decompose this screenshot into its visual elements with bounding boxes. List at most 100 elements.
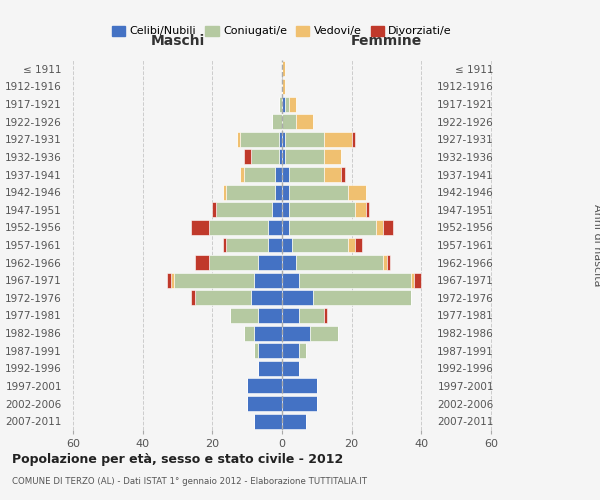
Bar — [282, 273, 299, 287]
Bar — [415, 273, 421, 287]
Bar — [289, 220, 376, 235]
Bar — [272, 114, 282, 129]
Bar — [282, 378, 317, 394]
Bar — [282, 167, 289, 182]
Bar — [282, 238, 292, 252]
Text: Popolazione per età, sesso e stato civile - 2012: Popolazione per età, sesso e stato civil… — [12, 452, 343, 466]
Bar — [282, 96, 286, 112]
Bar — [223, 238, 226, 252]
Bar — [254, 414, 282, 428]
Bar — [299, 273, 411, 287]
Text: Anni di nascita: Anni di nascita — [592, 204, 600, 286]
Bar — [355, 202, 365, 218]
Bar — [257, 255, 282, 270]
Bar — [191, 220, 209, 235]
Bar — [310, 326, 338, 340]
Bar — [296, 255, 383, 270]
Bar — [216, 202, 272, 218]
Bar — [324, 308, 327, 323]
Bar — [251, 290, 282, 306]
Bar — [278, 150, 282, 164]
Bar — [282, 202, 289, 218]
Bar — [226, 184, 275, 200]
Bar — [237, 132, 240, 147]
Bar — [386, 255, 390, 270]
Bar — [348, 238, 355, 252]
Bar — [282, 326, 310, 340]
Bar — [341, 167, 345, 182]
Bar — [244, 326, 254, 340]
Bar — [230, 308, 257, 323]
Text: Femmine: Femmine — [351, 34, 422, 48]
Bar — [383, 220, 394, 235]
Bar — [289, 184, 348, 200]
Y-axis label: Fasce di età: Fasce di età — [0, 210, 1, 280]
Bar — [170, 273, 174, 287]
Bar — [289, 167, 324, 182]
Bar — [282, 79, 286, 94]
Bar — [286, 132, 324, 147]
Bar — [167, 273, 170, 287]
Bar — [282, 343, 299, 358]
Bar — [282, 114, 296, 129]
Bar — [268, 238, 282, 252]
Bar — [282, 62, 286, 76]
Bar — [278, 96, 282, 112]
Bar — [195, 290, 251, 306]
Bar — [299, 343, 307, 358]
Bar — [251, 150, 278, 164]
Bar — [282, 290, 313, 306]
Bar — [282, 132, 286, 147]
Bar — [275, 167, 282, 182]
Bar — [282, 184, 289, 200]
Bar — [272, 202, 282, 218]
Bar — [257, 361, 282, 376]
Bar — [226, 238, 268, 252]
Bar — [247, 396, 282, 411]
Bar — [324, 150, 341, 164]
Bar — [289, 96, 296, 112]
Bar — [254, 343, 257, 358]
Bar — [296, 114, 313, 129]
Bar — [254, 273, 282, 287]
Bar — [282, 396, 317, 411]
Bar — [212, 202, 216, 218]
Bar — [240, 167, 244, 182]
Bar — [257, 343, 282, 358]
Bar — [376, 220, 383, 235]
Bar — [282, 220, 289, 235]
Bar — [355, 238, 362, 252]
Bar — [223, 184, 226, 200]
Bar — [286, 96, 289, 112]
Bar — [278, 132, 282, 147]
Bar — [174, 273, 254, 287]
Bar — [286, 150, 324, 164]
Text: COMUNE DI TERZO (AL) - Dati ISTAT 1° gennaio 2012 - Elaborazione TUTTITALIA.IT: COMUNE DI TERZO (AL) - Dati ISTAT 1° gen… — [12, 478, 367, 486]
Bar — [244, 167, 275, 182]
Bar — [313, 290, 411, 306]
Bar — [282, 308, 299, 323]
Bar — [240, 132, 278, 147]
Bar — [411, 273, 415, 287]
Bar — [268, 220, 282, 235]
Bar — [324, 132, 352, 147]
Bar — [324, 167, 341, 182]
Bar — [275, 184, 282, 200]
Bar — [282, 414, 307, 428]
Bar — [191, 290, 195, 306]
Bar — [292, 238, 348, 252]
Bar — [282, 255, 296, 270]
Bar — [195, 255, 209, 270]
Bar — [247, 378, 282, 394]
Bar — [365, 202, 369, 218]
Bar — [209, 255, 257, 270]
Bar — [282, 150, 286, 164]
Bar — [352, 132, 355, 147]
Bar — [282, 361, 299, 376]
Bar — [289, 202, 355, 218]
Bar — [299, 308, 324, 323]
Bar — [257, 308, 282, 323]
Bar — [209, 220, 268, 235]
Legend: Celibi/Nubili, Coniugati/e, Vedovi/e, Divorziati/e: Celibi/Nubili, Coniugati/e, Vedovi/e, Di… — [107, 21, 457, 41]
Bar — [254, 326, 282, 340]
